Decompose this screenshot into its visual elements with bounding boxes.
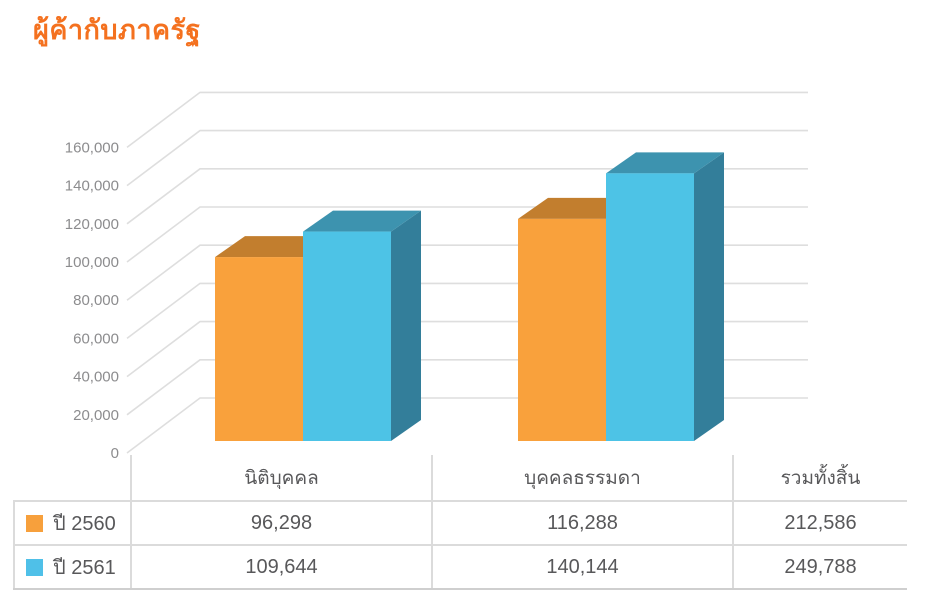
gridline-140,000 — [126, 129, 808, 187]
legend-item-2561[interactable]: ปี 2561 — [13, 544, 130, 588]
chart-data-table: นิติบุคคล บุคคลธรรมดา รวมทั้งสิ้น ปี 256… — [13, 455, 907, 590]
bar-ปี 2561-นิติบุคคล-side — [391, 210, 421, 441]
value-2560-cat1: 96,298 — [130, 500, 431, 544]
legend-swatch-2561 — [26, 558, 43, 576]
y-tick-label: 40,000 — [73, 369, 119, 386]
gridline-160,000 — [126, 91, 808, 149]
legend-label-2561: ปี 2561 — [53, 557, 116, 579]
y-tick-label: 100,000 — [65, 254, 119, 271]
value-2560-total: 212,586 — [732, 500, 907, 544]
y-tick-label: 160,000 — [65, 139, 119, 156]
value-2561-cat2: 140,144 — [431, 544, 732, 588]
table-header-category-1: นิติบุคคล — [130, 455, 431, 500]
value-2561-cat1: 109,644 — [130, 544, 431, 588]
y-tick-label: 140,000 — [65, 178, 119, 195]
table-header-category-2: บุคคลธรรมดา — [431, 455, 732, 500]
bar-ปี 2560-นิติบุคคล[interactable] — [215, 257, 303, 441]
table-header-corner — [13, 455, 130, 500]
bar-ปี 2561-นิติบุคคล[interactable] — [303, 231, 391, 441]
bar-ปี 2561-นิติบุคคล-top — [303, 210, 421, 232]
y-tick-label: 120,000 — [65, 216, 119, 233]
y-tick-label: 60,000 — [73, 330, 119, 347]
bar-ปี 2561-บุคคลธรรมดา-top — [606, 152, 724, 174]
bar-ปี 2561-บุคคลธรรมดา-side — [694, 152, 724, 442]
table-header-total: รวมทั้งสิ้น — [732, 455, 907, 500]
legend-swatch-2560 — [26, 514, 43, 532]
legend-label-2560: ปี 2560 — [53, 513, 116, 535]
value-2560-cat2: 116,288 — [431, 500, 732, 544]
bar-ปี 2561-บุคคลธรรมดา[interactable] — [606, 173, 694, 442]
chart-title: ผู้ค้ากับภาครัฐ — [33, 15, 201, 45]
y-tick-label: 80,000 — [73, 292, 119, 309]
value-2561-total: 249,788 — [732, 544, 907, 588]
y-tick-label: 20,000 — [73, 407, 119, 424]
bar-ปี 2560-บุคคลธรรมดา[interactable] — [518, 218, 606, 441]
gridline-120,000 — [126, 168, 808, 225]
legend-item-2560[interactable]: ปี 2560 — [13, 500, 130, 544]
y-tick-label: 0 — [111, 445, 119, 462]
